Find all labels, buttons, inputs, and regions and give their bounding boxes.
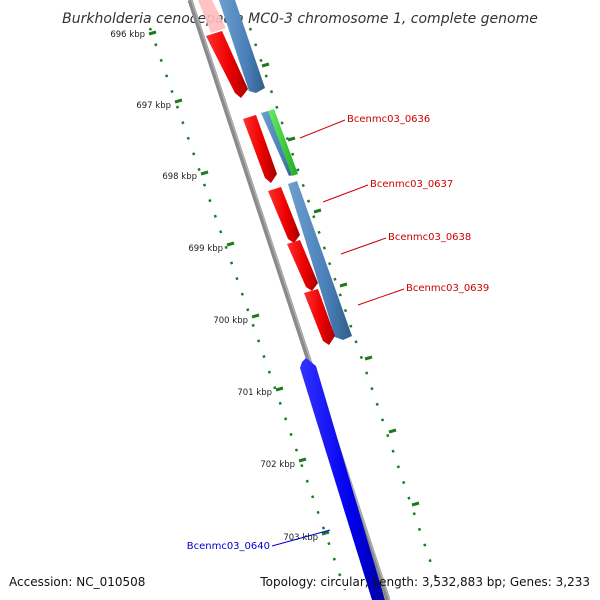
major-tick <box>364 355 373 361</box>
major-tick <box>251 313 260 319</box>
major-tick <box>174 98 183 104</box>
major-tick <box>388 428 397 434</box>
major-tick <box>226 241 235 247</box>
tick-label: 696 kbp <box>110 30 145 40</box>
gene-labels: Bcenmc03_0636 Bcenmc03_0637 Bcenmc03_063… <box>187 114 490 552</box>
major-tick <box>287 136 296 142</box>
major-tick <box>313 208 322 214</box>
genome-backbone <box>187 0 391 600</box>
major-tick <box>200 170 209 176</box>
gene-feature[interactable] <box>206 31 248 98</box>
gene-feature[interactable] <box>243 115 277 183</box>
genome-stats-text: Topology: circular; Length: 3,532,883 bp… <box>259 575 590 589</box>
major-tick <box>411 501 420 507</box>
leader-line <box>322 184 369 203</box>
major-ticks-outer <box>261 62 420 507</box>
leader-line <box>271 529 331 547</box>
gene-feature[interactable] <box>304 289 335 345</box>
leader-line <box>299 119 346 139</box>
cds-feature[interactable] <box>219 0 265 93</box>
major-tick <box>275 386 284 392</box>
gene-feature[interactable] <box>287 240 318 291</box>
gene-feature-faded[interactable] <box>198 0 226 33</box>
gene-label[interactable]: Bcenmc03_0638 <box>388 232 471 243</box>
major-tick <box>148 30 157 36</box>
tick-label: 699 kbp <box>188 244 223 254</box>
gene-label[interactable]: Bcenmc03_0636 <box>347 114 430 125</box>
tick-label: 702 kbp <box>260 460 295 470</box>
gene-feature[interactable] <box>268 187 300 243</box>
tick-label: 701 kbp <box>237 388 272 398</box>
leader-line <box>357 288 405 306</box>
green-feature-group <box>268 109 298 176</box>
tick-label: 698 kbp <box>162 172 197 182</box>
major-tick <box>298 457 307 463</box>
major-tick <box>261 62 270 68</box>
inner-ring-minor-ticks <box>148 27 347 591</box>
map-title: Burkholderia cenocepacia MC0-3 chromosom… <box>62 11 538 27</box>
gene-label-leaders <box>271 119 405 547</box>
blue-gene-feature[interactable] <box>300 358 385 600</box>
inner-tick-ring <box>148 27 347 591</box>
leader-line <box>340 237 387 255</box>
major-tick <box>321 530 330 536</box>
accession-text: Accession: NC_010508 <box>9 575 145 589</box>
red-gene-features <box>198 0 335 345</box>
backbone-highlight <box>190 0 391 600</box>
cds-feature[interactable] <box>288 181 352 340</box>
gene-label[interactable]: Bcenmc03_0640 <box>187 541 270 552</box>
green-gene-feature[interactable] <box>268 109 298 176</box>
major-tick <box>339 282 348 288</box>
tick-label: 697 kbp <box>136 101 171 111</box>
tick-label: 700 kbp <box>213 316 248 326</box>
blue-gene-feature-group <box>300 358 385 600</box>
gene-label[interactable]: Bcenmc03_0637 <box>370 179 453 190</box>
gene-label[interactable]: Bcenmc03_0639 <box>406 283 489 294</box>
major-ticks-inner <box>148 30 330 536</box>
